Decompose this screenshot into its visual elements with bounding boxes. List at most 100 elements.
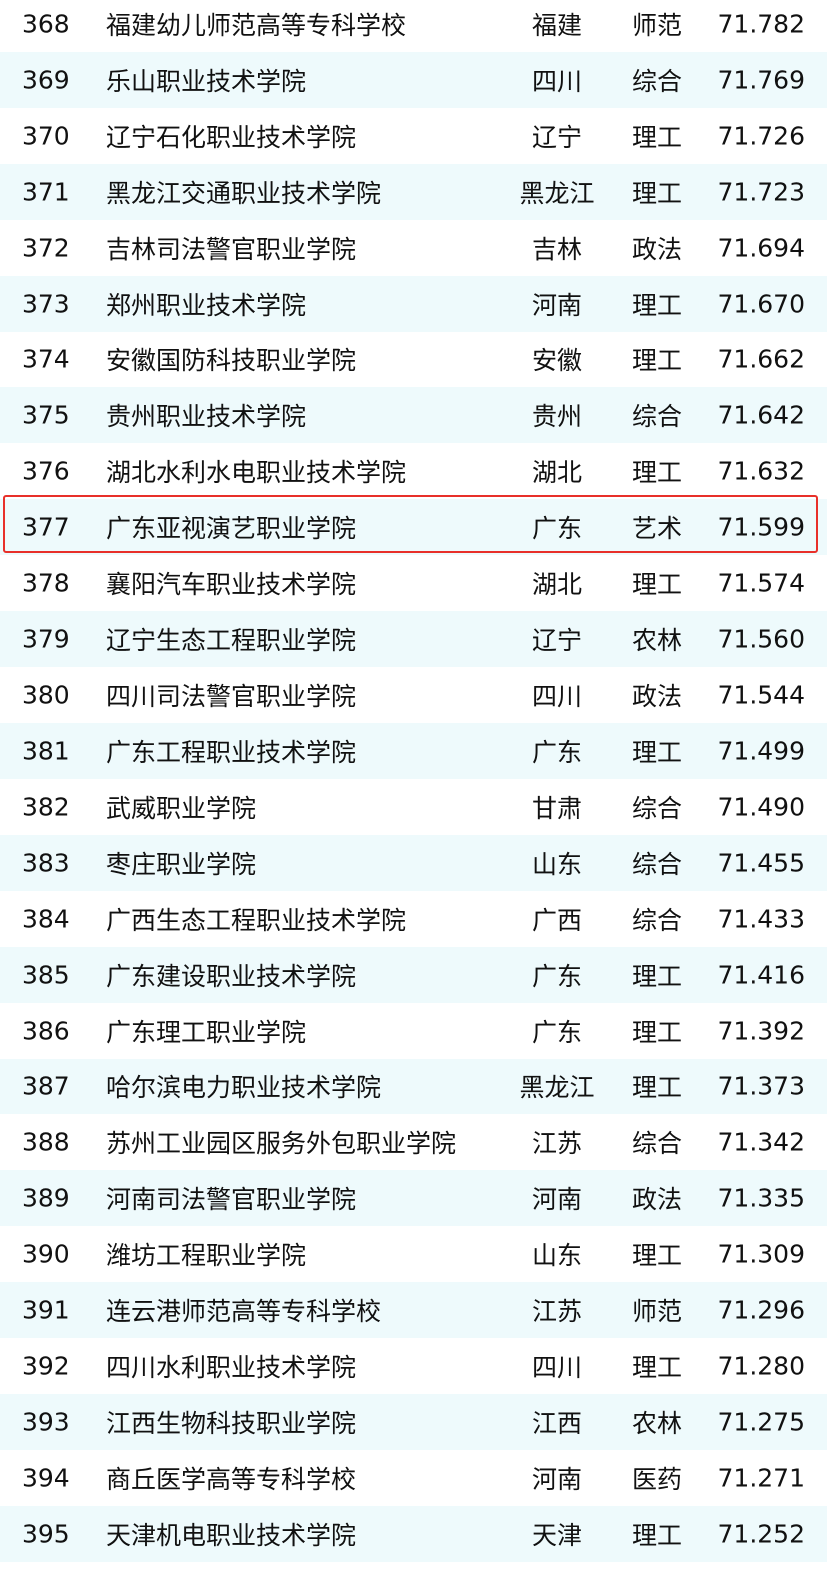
cell-province: 吉林 <box>531 234 583 264</box>
cell-type: 理工 <box>631 961 683 991</box>
cell-score: 71.252 <box>717 1519 805 1549</box>
cell-rank: 389 <box>22 1183 70 1213</box>
cell-rank: 375 <box>22 400 70 430</box>
cell-province: 河南 <box>531 290 583 320</box>
cell-rank: 369 <box>22 65 70 95</box>
cell-score: 71.342 <box>717 1127 805 1157</box>
cell-province: 湖北 <box>531 458 583 488</box>
cell-score: 71.694 <box>717 233 805 263</box>
cell-type: 理工 <box>631 1073 683 1103</box>
table-row: 375 贵州职业技术学院 贵州 综合 71.642 <box>0 387 827 444</box>
cell-rank: 394 <box>22 1463 70 1493</box>
table-row: 379 辽宁生态工程职业学院 辽宁 农林 71.560 <box>0 611 827 668</box>
cell-type: 综合 <box>631 849 683 879</box>
cell-province: 安徽 <box>531 346 583 376</box>
table-row: 380 四川司法警官职业学院 四川 政法 71.544 <box>0 667 827 723</box>
cell-rank: 391 <box>22 1295 70 1325</box>
cell-province: 天津 <box>531 1520 583 1550</box>
cell-province: 甘肃 <box>531 793 583 823</box>
cell-name: 黑龙江交通职业技术学院 <box>106 178 382 208</box>
table-row: 392 四川水利职业技术学院 四川 理工 71.280 <box>0 1338 827 1394</box>
cell-rank: 368 <box>22 9 70 39</box>
cell-rank: 388 <box>22 1127 70 1157</box>
cell-type: 农林 <box>631 626 683 656</box>
cell-province: 湖北 <box>531 570 583 600</box>
cell-rank: 371 <box>22 177 70 207</box>
cell-province: 辽宁 <box>531 626 583 656</box>
cell-province: 辽宁 <box>531 122 583 152</box>
cell-score: 71.433 <box>717 904 805 934</box>
cell-score: 71.373 <box>717 1071 805 1101</box>
cell-name: 商丘医学高等专科学校 <box>106 1464 357 1494</box>
cell-score: 71.662 <box>717 344 805 374</box>
cell-name: 湖北水利水电职业技术学院 <box>106 458 407 488</box>
cell-type: 理工 <box>631 178 683 208</box>
cell-rank: 379 <box>22 624 70 654</box>
cell-name: 潍坊工程职业学院 <box>106 1241 307 1271</box>
table-row: 382 武威职业学院 甘肃 综合 71.490 <box>0 779 827 835</box>
cell-province: 广东 <box>531 514 583 544</box>
cell-type: 理工 <box>631 458 683 488</box>
cell-score: 71.599 <box>717 512 805 542</box>
table-row: 389 河南司法警官职业学院 河南 政法 71.335 <box>0 1170 827 1227</box>
cell-type: 理工 <box>631 570 683 600</box>
cell-rank: 378 <box>22 568 70 598</box>
cell-name: 江西生物科技职业学院 <box>106 1409 357 1438</box>
cell-name: 四川司法警官职业学院 <box>106 682 357 712</box>
table-row: 388 苏州工业园区服务外包职业学院 江苏 综合 71.342 <box>0 1114 827 1170</box>
cell-type: 综合 <box>631 66 683 96</box>
cell-name: 广西生态工程职业技术学院 <box>106 905 407 935</box>
table-row: 374 安徽国防科技职业学院 安徽 理工 71.662 <box>0 332 827 388</box>
cell-score: 71.392 <box>717 1016 805 1046</box>
cell-rank: 387 <box>22 1071 70 1101</box>
table-row: 385 广东建设职业技术学院 广东 理工 71.416 <box>0 946 827 1003</box>
cell-type: 医药 <box>631 1464 683 1494</box>
cell-score: 71.632 <box>717 456 805 486</box>
table-row: 372 吉林司法警官职业学院 吉林 政法 71.694 <box>0 220 827 276</box>
cell-province: 山东 <box>531 849 583 879</box>
table-row: 394 商丘医学高等专科学校 河南 医药 71.271 <box>0 1450 827 1506</box>
cell-rank: 381 <box>22 736 70 766</box>
cell-province: 河南 <box>531 1185 583 1215</box>
cell-rank: 390 <box>22 1239 70 1269</box>
cell-score: 71.726 <box>717 121 805 151</box>
cell-type: 综合 <box>631 905 683 935</box>
cell-type: 理工 <box>631 1017 683 1047</box>
cell-name: 吉林司法警官职业学院 <box>106 234 357 264</box>
cell-name: 辽宁石化职业技术学院 <box>106 122 357 152</box>
cell-name: 天津机电职业技术学院 <box>106 1520 357 1550</box>
table-row: 377 广东亚视演艺职业学院 广东 艺术 71.599 <box>0 495 827 556</box>
cell-name: 连云港师范高等专科学校 <box>106 1297 382 1327</box>
table-row: 378 襄阳汽车职业技术学院 湖北 理工 71.574 <box>0 555 827 611</box>
cell-province: 四川 <box>531 1353 583 1383</box>
cell-score: 71.275 <box>717 1407 805 1437</box>
table-row: 391 连云港师范高等专科学校 江苏 师范 71.296 <box>0 1282 827 1339</box>
cell-type: 理工 <box>631 1241 683 1271</box>
cell-score: 71.309 <box>717 1239 805 1269</box>
cell-type: 理工 <box>631 1353 683 1383</box>
cell-score: 71.455 <box>717 848 805 878</box>
cell-province: 广西 <box>531 905 583 935</box>
cell-province: 广东 <box>531 961 583 991</box>
cell-type: 政法 <box>631 682 683 712</box>
cell-rank: 395 <box>22 1519 70 1549</box>
cell-rank: 377 <box>22 512 70 542</box>
cell-name: 广东建设职业技术学院 <box>106 961 357 991</box>
cell-type: 理工 <box>631 290 683 320</box>
cell-score: 71.499 <box>717 736 805 766</box>
cell-rank: 382 <box>22 792 70 822</box>
cell-score: 71.723 <box>717 177 805 207</box>
table-row: 383 枣庄职业学院 山东 综合 71.455 <box>0 834 827 891</box>
cell-type: 综合 <box>631 793 683 823</box>
cell-rank: 392 <box>22 1351 70 1381</box>
table-row: 368 福建幼儿师范高等专科学校 福建 师范 71.782 <box>0 0 827 52</box>
cell-type: 农林 <box>631 1409 683 1438</box>
cell-rank: 370 <box>22 121 70 151</box>
cell-province: 山东 <box>531 1241 583 1271</box>
cell-score: 71.271 <box>717 1463 805 1493</box>
cell-province: 黑龙江 <box>519 178 595 208</box>
cell-type: 师范 <box>631 10 683 40</box>
cell-name: 四川水利职业技术学院 <box>106 1353 357 1383</box>
table-row: 371 黑龙江交通职业技术学院 黑龙江 理工 71.723 <box>0 163 827 220</box>
cell-score: 71.416 <box>717 960 805 990</box>
